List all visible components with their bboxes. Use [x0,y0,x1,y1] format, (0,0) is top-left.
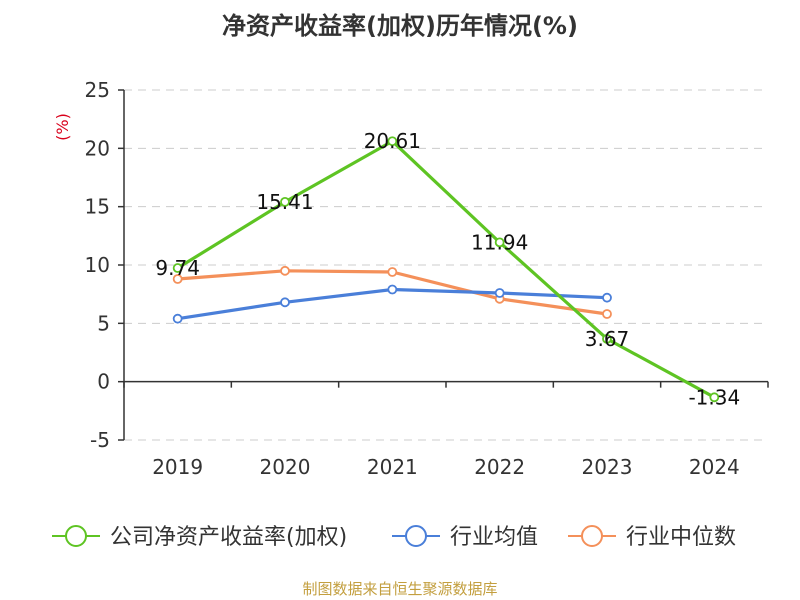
legend-item-0: 公司净资产收益率(加权) [52,525,347,550]
data-labels: 9.74 15.41 20.61 11.94 3.67 -1.34 [155,129,740,409]
legend-swatch-marker [405,525,427,547]
y-tick-label: 20 [85,136,110,160]
axes: 25 20 15 10 5 0 -5 2019 2020 2021 2022 2023 2024 [85,78,769,479]
series-2 [172,265,612,319]
data-point [709,392,720,403]
data-point [602,292,612,303]
x-tick-label: 2019 [152,455,203,479]
gridlines [124,89,768,441]
series-0 [172,136,720,403]
data-point [172,263,183,273]
legend-label: 行业中位数 [626,525,736,550]
data-point [602,333,612,344]
data-point [172,274,183,284]
y-axis-unit-label: (%) [53,113,72,141]
series-layer [172,136,720,403]
data-label: 15.41 [256,190,313,214]
data-label: -1.34 [688,385,740,409]
series-1 [172,284,612,324]
data-point [602,309,612,319]
data-point [494,288,505,298]
data-label: 11.94 [471,230,528,254]
x-tick-label: 2021 [367,455,418,479]
data-point [494,237,505,248]
data-label: 20.61 [364,129,421,153]
legend-label: 公司净资产收益率(加权) [110,525,347,550]
data-point [387,267,398,277]
data-point [280,265,290,276]
y-tick-label: 15 [85,195,110,219]
legend-item-1: 行业均值 [392,525,538,550]
data-label: 9.74 [155,256,200,280]
x-tick-label: 2023 [582,455,633,479]
legend-swatch-marker [65,525,87,547]
data-point [280,297,290,308]
x-tick-label: 2022 [474,455,525,479]
data-point [172,313,183,324]
data-point [280,196,290,207]
data-point [387,136,398,147]
chart-title: 净资产收益率(加权)历年情况(%) [222,12,578,40]
source-note: 制图数据来自恒生聚源数据库 [302,580,497,598]
y-tick-label: -5 [90,428,110,452]
x-tick-label: 2024 [689,455,740,479]
y-tick-label: 25 [85,78,110,102]
y-tick-label: 10 [85,253,110,277]
y-tick-label: 0 [97,370,110,394]
y-tick-label: 5 [97,311,110,335]
data-label: 3.67 [585,327,630,351]
legend-label: 行业均值 [450,525,538,550]
x-tick-label: 2020 [260,455,311,479]
legend-item-2: 行业中位数 [568,525,736,550]
legend-swatch-marker [581,525,603,547]
legend: 公司净资产收益率(加权) 行业均值 行业中位数 [52,525,736,550]
series-line [176,139,716,399]
data-point [387,284,398,295]
